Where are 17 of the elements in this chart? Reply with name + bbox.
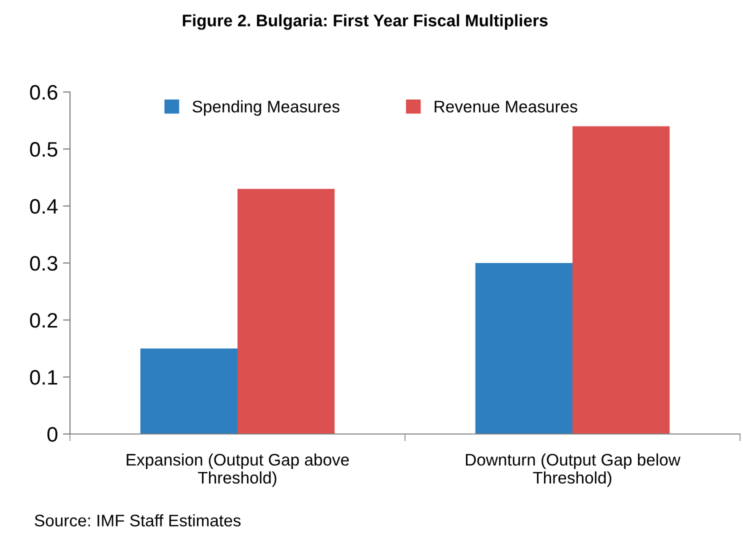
y-tick-label: 0.1 — [30, 370, 58, 385]
bar — [238, 188, 335, 434]
legend-label: Spending Measures — [192, 100, 340, 116]
bar — [140, 348, 238, 434]
source-note: Source: IMF Staff Estimates — [34, 514, 241, 526]
bar — [475, 263, 572, 434]
y-tick-label: 0 — [47, 427, 58, 442]
bar — [572, 126, 670, 434]
legend-label: Revenue Measures — [434, 100, 578, 112]
y-tick-label: 0.4 — [30, 199, 58, 214]
y-tick-label: 0.3 — [30, 256, 58, 271]
chart-title: Figure 2. Bulgaria: First Year Fiscal Multipliers — [182, 14, 548, 30]
x-tick-label: Downturn (Output Gap below Threshold) — [466, 453, 680, 487]
y-tick-label: 0.2 — [30, 313, 58, 328]
x-tick-label: Expansion (Output Gap above Threshold) — [126, 453, 349, 487]
y-tick-label: 0.5 — [30, 142, 58, 157]
y-tick-label: 0.6 — [30, 85, 58, 100]
